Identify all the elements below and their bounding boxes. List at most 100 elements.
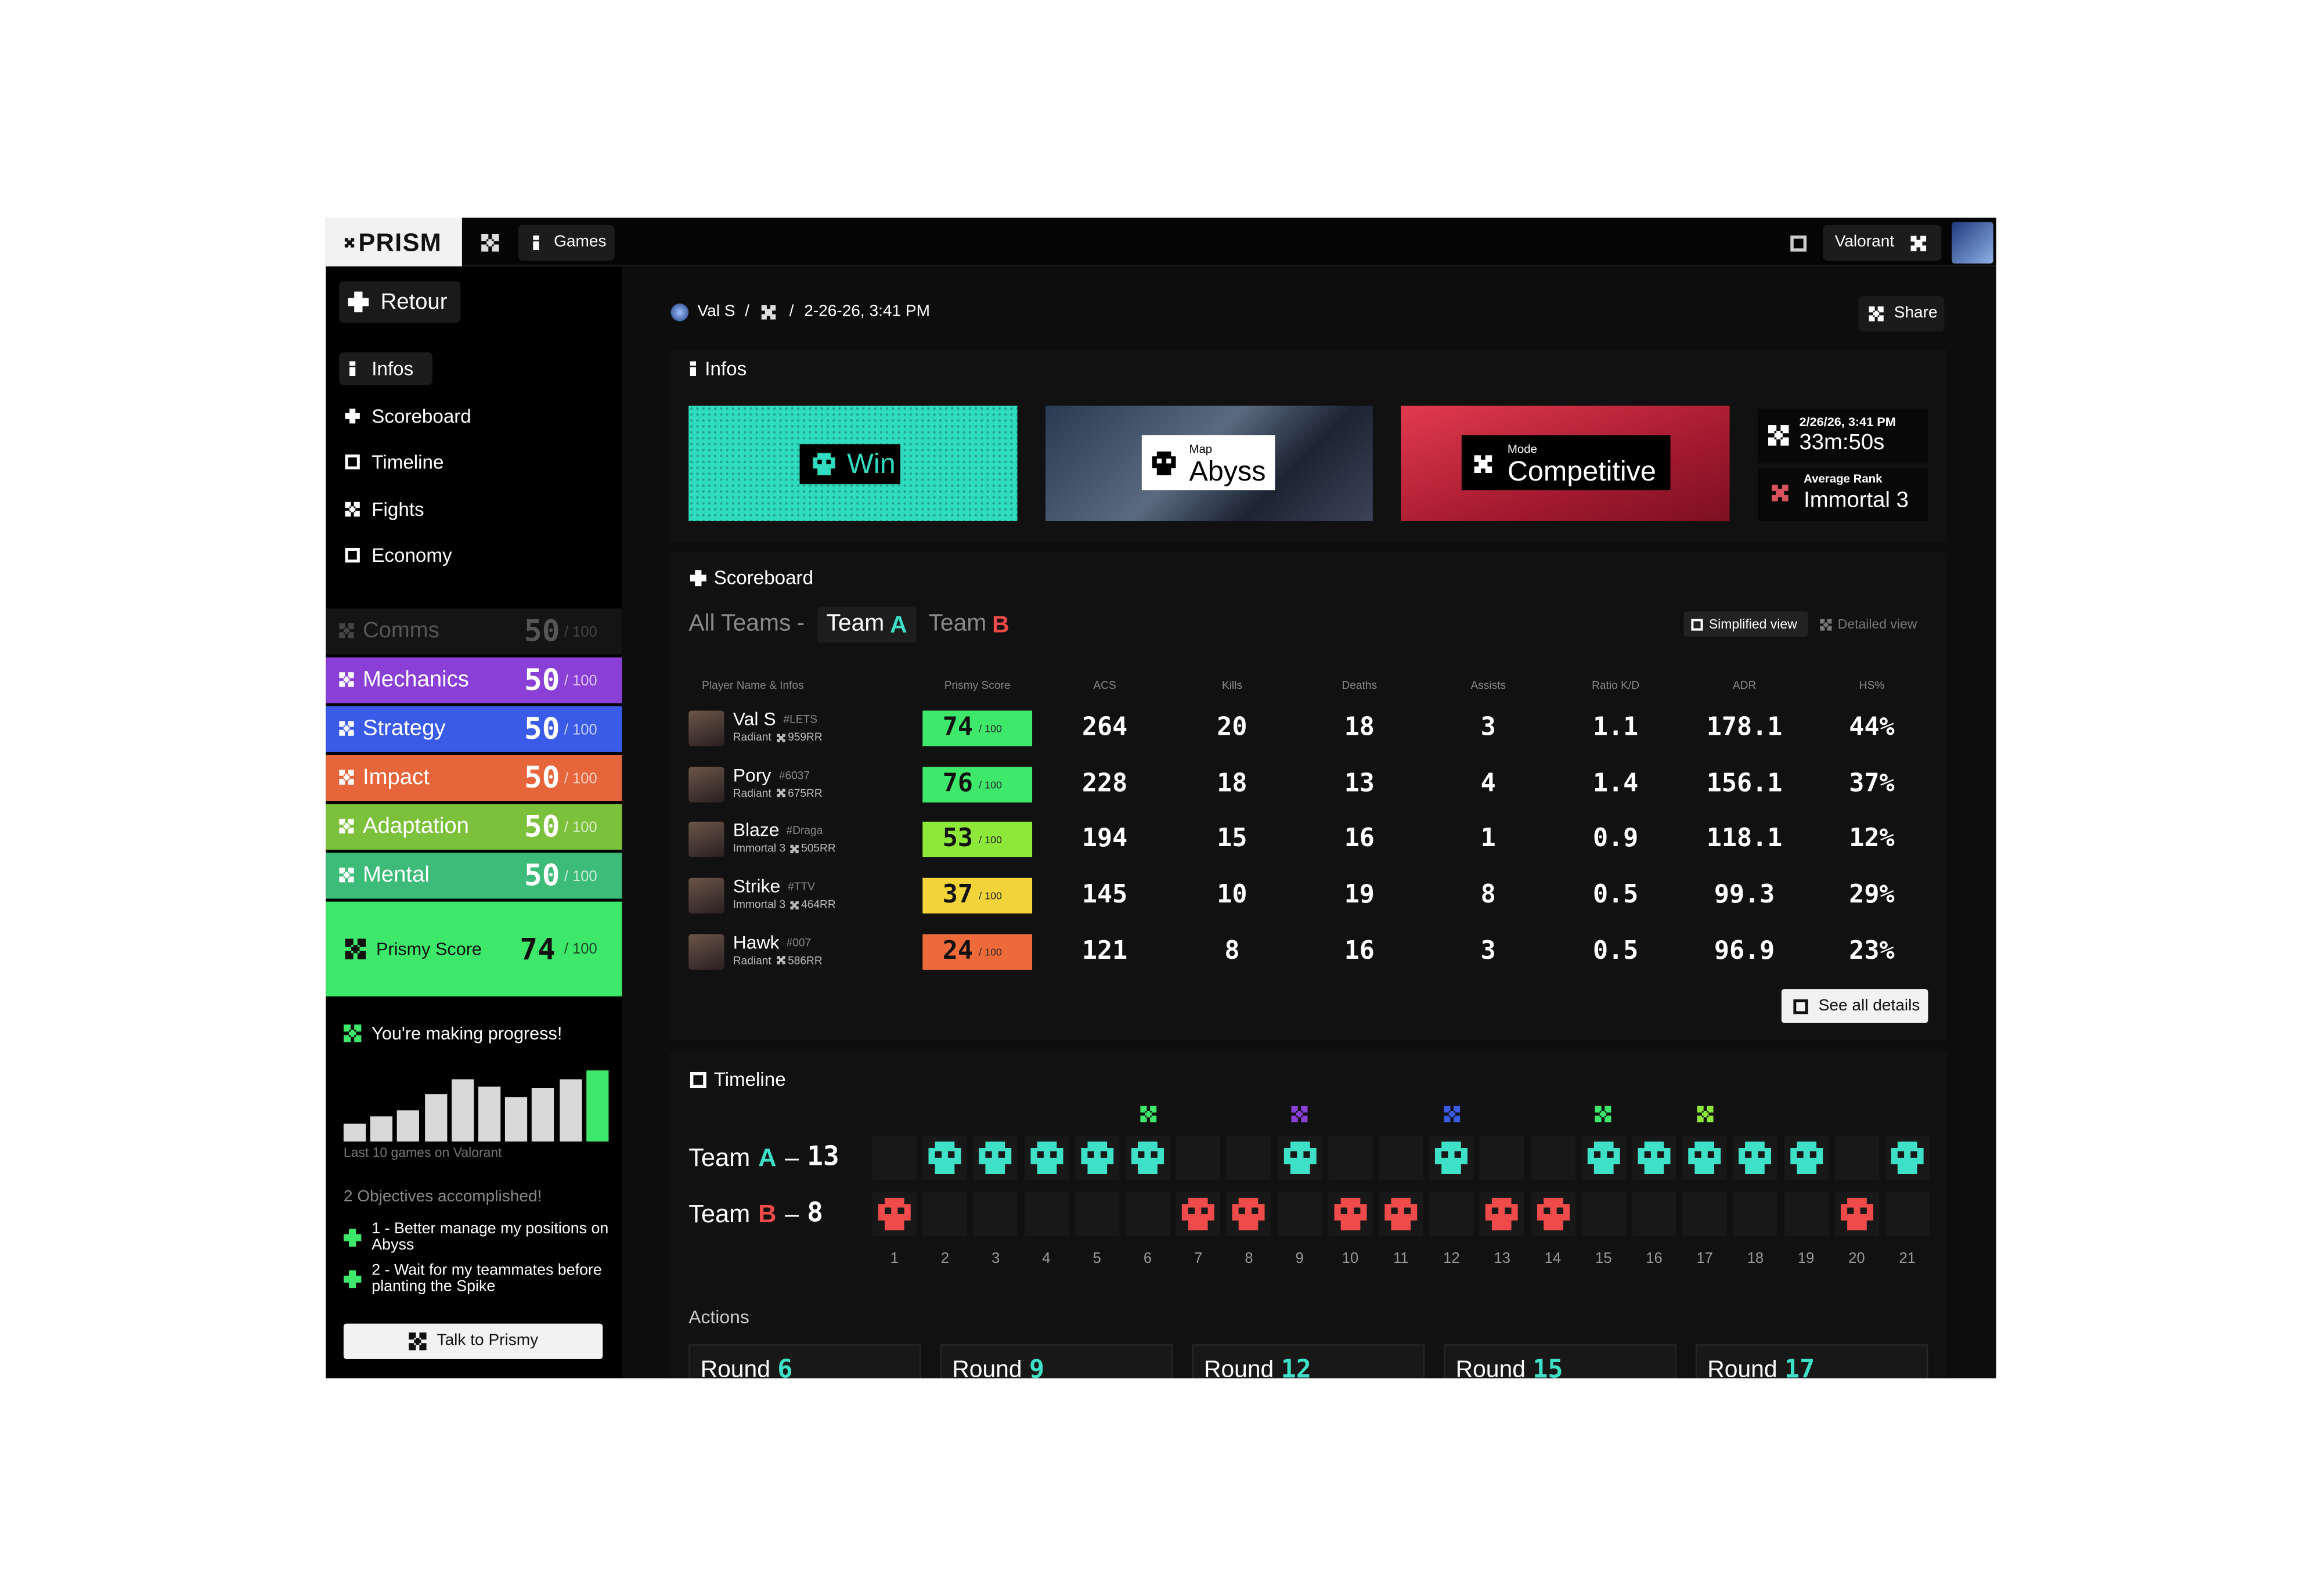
tab-label: Team xyxy=(928,611,987,637)
prismy-score: 74 xyxy=(520,931,556,967)
action-card[interactable] xyxy=(940,1344,1173,1378)
stat-kd: 0.5 xyxy=(1592,936,1639,966)
icon-plus xyxy=(343,1270,362,1288)
stat-deaths: 16 xyxy=(1344,824,1375,854)
icon-box xyxy=(1691,619,1703,631)
skill-name: Mechanics xyxy=(362,667,469,692)
round-number: 13 xyxy=(1494,1251,1510,1268)
icon-skull xyxy=(1739,1141,1772,1174)
round-cell xyxy=(1277,1191,1322,1237)
stat-hs: 12% xyxy=(1849,824,1895,854)
action-card[interactable] xyxy=(1444,1344,1676,1378)
action-card[interactable] xyxy=(688,1344,921,1378)
round-number: 16 xyxy=(1646,1251,1663,1268)
icon-grid xyxy=(339,867,354,883)
tab-letter: A xyxy=(890,613,907,638)
player-avatar xyxy=(688,878,724,914)
icon-skull xyxy=(1152,452,1176,475)
icon-box xyxy=(1793,999,1808,1014)
stat-deaths: 18 xyxy=(1344,713,1375,743)
stat-adr: 156.1 xyxy=(1706,768,1783,799)
icon-plus xyxy=(343,1229,362,1247)
stat-kd: 0.9 xyxy=(1592,824,1639,854)
stat-acs: 145 xyxy=(1081,880,1128,910)
player-rr: 675RR xyxy=(788,786,823,800)
player-rr: 464RR xyxy=(801,897,836,911)
icon-bar xyxy=(349,361,356,376)
icon-grid xyxy=(339,623,354,638)
player-tag: #TTV xyxy=(788,880,815,894)
stat-hs: 37% xyxy=(1849,768,1895,799)
icon-plus xyxy=(689,569,706,586)
round-number: 19 xyxy=(1797,1251,1815,1268)
tab-label: Team xyxy=(826,611,885,637)
column-header: ACS xyxy=(1093,678,1116,692)
tab-team-a[interactable] xyxy=(817,606,917,643)
player-name: Hawk xyxy=(733,931,780,953)
game-label: Valorant xyxy=(1834,233,1895,251)
team-label: Team xyxy=(688,1143,751,1172)
player-name: Blaze xyxy=(733,820,780,842)
round-cell xyxy=(1682,1191,1727,1237)
player-rank: Radiant xyxy=(733,953,771,967)
icon-skull xyxy=(1891,1141,1924,1174)
icon-x xyxy=(1473,454,1491,472)
skill-score: 50 xyxy=(524,613,560,649)
share-button[interactable] xyxy=(1858,296,1945,332)
score-box xyxy=(922,822,1033,858)
player-score: 76 xyxy=(942,768,973,799)
column-header: Ratio K/D xyxy=(1592,678,1640,692)
stat-hs: 23% xyxy=(1849,936,1895,966)
score-box xyxy=(922,878,1033,914)
nav-label: Economy xyxy=(372,544,452,566)
icon-box xyxy=(345,454,360,470)
nav-label: Timeline xyxy=(372,450,444,474)
player-score: 74 xyxy=(942,713,973,743)
column-header: ADR xyxy=(1732,678,1757,692)
icon-grid xyxy=(339,672,354,687)
skill-max: / 100 xyxy=(564,673,597,690)
action-card[interactable] xyxy=(1695,1344,1928,1378)
breadcrumb-sep: / xyxy=(745,302,749,321)
icon-skull xyxy=(812,452,835,475)
skill-row xyxy=(326,804,622,850)
scoreboard-title: Scoreboard xyxy=(713,566,814,589)
infos-title: Infos xyxy=(705,358,747,380)
stat-adr: 178.1 xyxy=(1706,713,1783,743)
skill-row xyxy=(326,853,622,899)
stat-kills: 18 xyxy=(1217,768,1247,799)
icon-plus xyxy=(345,407,360,423)
round-number: 3 xyxy=(991,1251,1000,1268)
match-datetime: 2/26/26, 3:41 PM xyxy=(1799,414,1896,429)
column-header: Player Name & Infos xyxy=(702,678,804,692)
icon-skull xyxy=(1131,1141,1164,1174)
progress-bar xyxy=(370,1116,393,1142)
round-cell xyxy=(973,1191,1018,1237)
icon-skull xyxy=(1232,1197,1265,1230)
player-rank: Immortal 3 xyxy=(733,842,786,855)
avatar[interactable] xyxy=(1952,222,1993,264)
round-cell xyxy=(1429,1191,1474,1237)
progress-caption: Last 10 games on Valorant xyxy=(343,1145,502,1160)
progress-bar xyxy=(532,1088,555,1142)
icon-skull xyxy=(1080,1141,1113,1174)
stat-assists: 3 xyxy=(1480,936,1496,966)
talk-button[interactable] xyxy=(343,1323,603,1359)
mode-name: Competitive xyxy=(1507,456,1656,488)
game-button[interactable] xyxy=(1823,225,1942,261)
objective: 1 - Better manage my positions on Abyss xyxy=(372,1219,609,1254)
skill-score: 50 xyxy=(524,759,560,795)
view-simplified[interactable] xyxy=(1683,611,1808,637)
icon-skull xyxy=(979,1141,1012,1174)
icon-skull xyxy=(1587,1141,1620,1174)
player-score-max: / 100 xyxy=(979,836,1002,847)
round-number: 8 xyxy=(1245,1251,1253,1268)
skill-row xyxy=(326,608,622,655)
round-cell xyxy=(1733,1191,1778,1237)
player-rr: 505RR xyxy=(801,842,836,855)
action-card[interactable] xyxy=(1192,1344,1425,1378)
progress-bar xyxy=(451,1079,474,1142)
breadcrumb-sep: / xyxy=(789,302,794,321)
round-cell xyxy=(1024,1191,1069,1237)
skill-max: / 100 xyxy=(564,624,597,641)
